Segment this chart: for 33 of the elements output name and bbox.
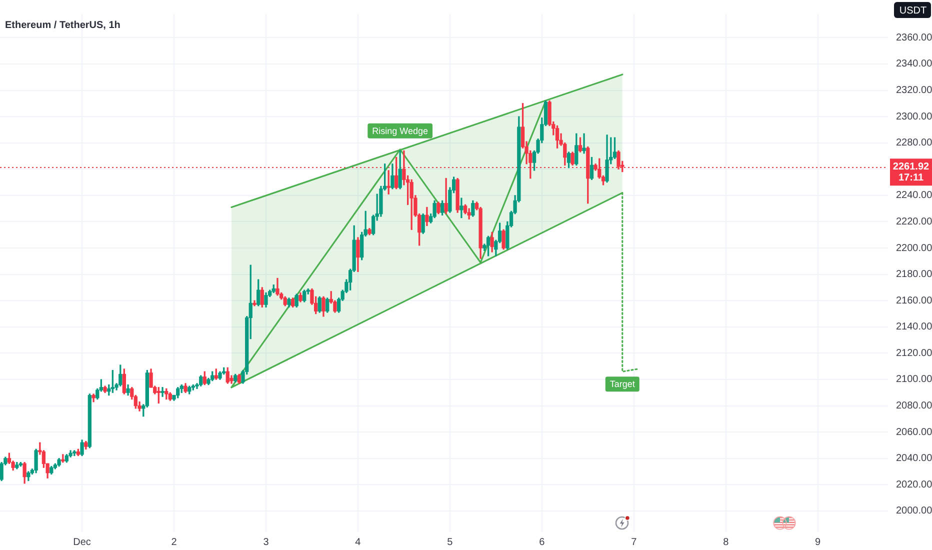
x-tick-label: 4 (355, 536, 362, 548)
text: 17:11 (898, 172, 924, 184)
y-tick-label: 2020.00 (896, 479, 932, 490)
y-tick-label: 2060.00 (896, 426, 932, 438)
x-tick-label: 9 (815, 536, 822, 548)
y-tick-label: 2320.00 (896, 85, 932, 96)
y-tick-label: 2140.00 (896, 322, 932, 333)
annotation: Rising Wedge (372, 126, 428, 136)
x-tick-label: 2 (171, 536, 178, 548)
y-tick-label: 2120.00 (896, 348, 932, 359)
x-tick-label: 5 (447, 536, 454, 548)
x-tick-label: 8 (723, 536, 730, 548)
y-tick-label: 2160.00 (896, 295, 932, 306)
text: Ethereum / TetherUS, 1h (5, 20, 120, 31)
y-tick-label: 2340.00 (896, 58, 932, 70)
y-tick-label: 2080.00 (896, 400, 932, 412)
y-tick-label: 2100.00 (896, 374, 932, 386)
x-tick-label: 7 (631, 536, 638, 548)
y-tick-label: 2180.00 (896, 269, 932, 280)
y-tick-label: 2040.00 (896, 453, 932, 464)
x-tick-label: 6 (539, 536, 546, 548)
y-tick-label: 2200.00 (896, 242, 932, 254)
ref-line-label: 2261.92 (892, 161, 930, 172)
y-tick-label: 2300.00 (896, 111, 932, 122)
y-tick-label: 2000.00 (896, 506, 932, 517)
x-tick-label: Dec (73, 536, 91, 548)
y-tick-label: 2360.00 (896, 32, 932, 44)
y-tick-label: 2220.00 (896, 216, 932, 228)
x-tick-label: 3 (263, 536, 270, 548)
y-tick-label: 2240.00 (896, 190, 932, 202)
y-axis-title: USDT (899, 5, 927, 16)
annotation: Target (610, 379, 636, 390)
y-tick-label: 2280.00 (896, 138, 932, 149)
